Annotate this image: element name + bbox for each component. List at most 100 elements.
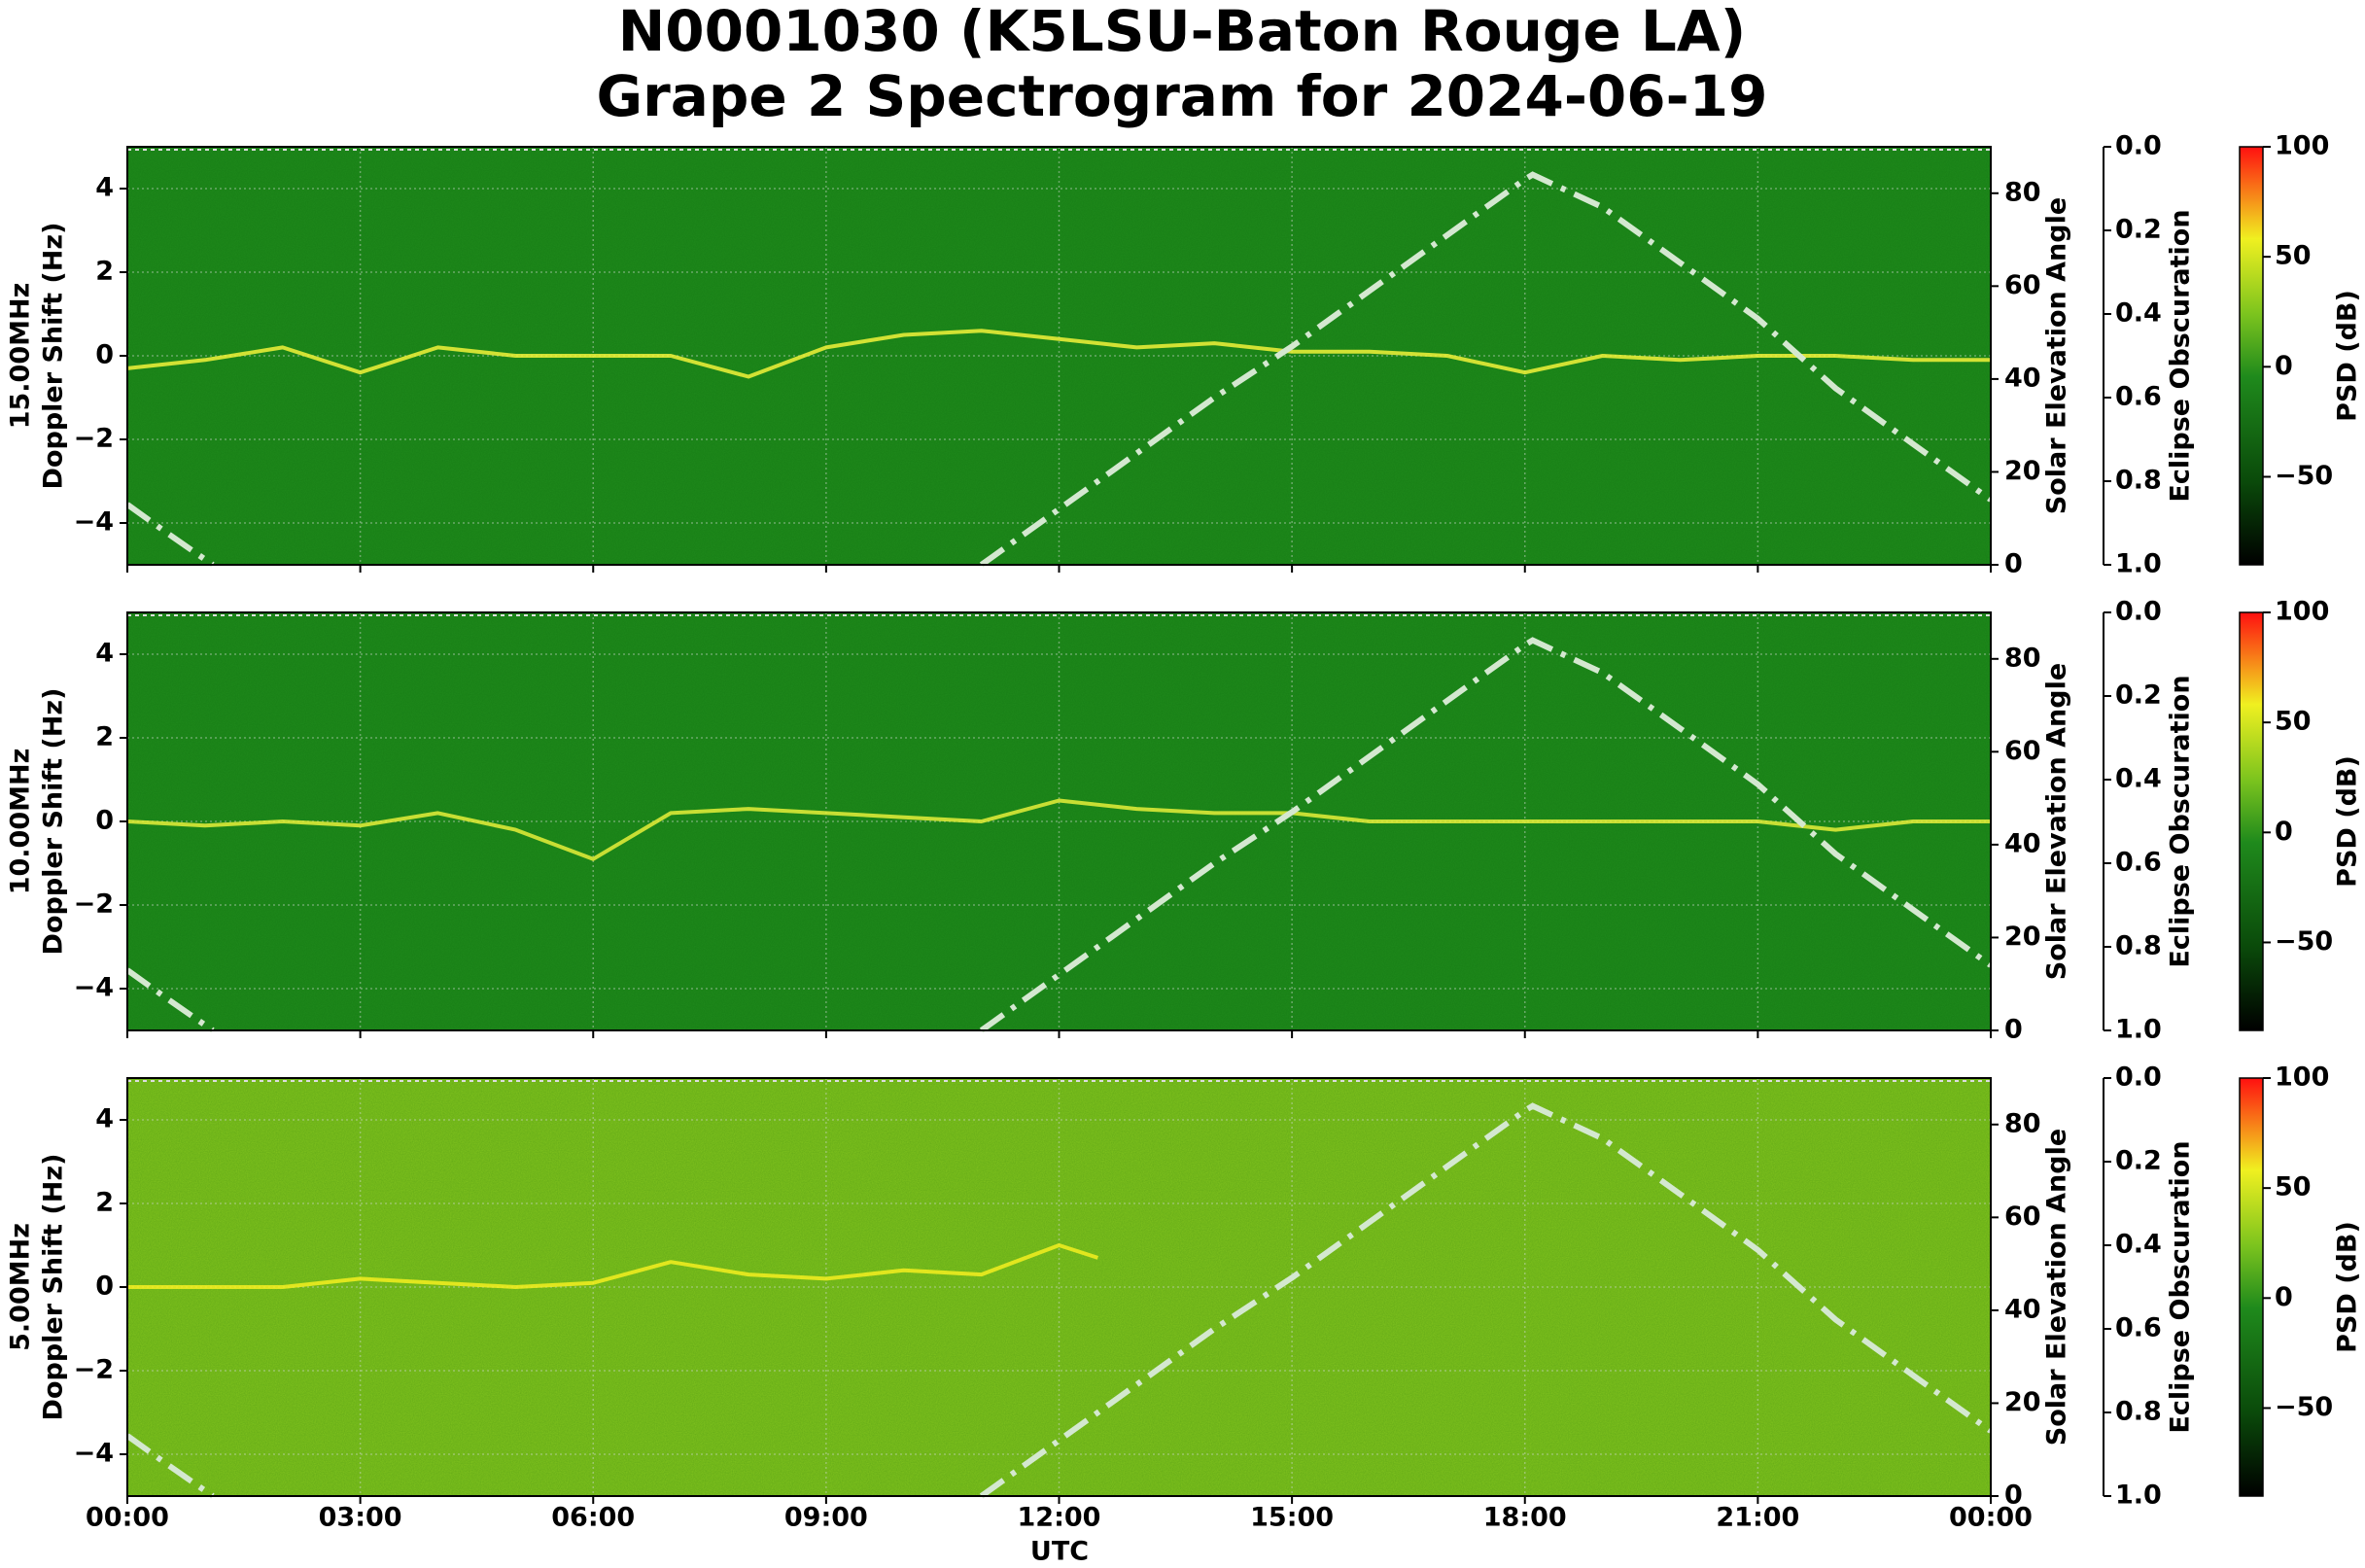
solar-elevation-line (125, 637, 1993, 1033)
y-tick-label: 4 (95, 639, 114, 669)
y-tick-label: 2 (95, 257, 114, 287)
y-axis-label: 10.00MHz (6, 749, 36, 895)
obscuration-tick-label: 0.2 (2115, 680, 2162, 711)
colorbar-tick-label: 100 (2275, 597, 2329, 627)
title-line: N0001030 (K5LSU-Baton Rouge LA) (618, 0, 1747, 64)
plot-frame (126, 146, 1992, 566)
obscuration-label: Eclipse Obscuration (2166, 209, 2196, 502)
x-axis-label: UTC (1030, 1537, 1089, 1567)
y-tick-label: −2 (74, 424, 114, 454)
y-axis-label: Doppler Shift (Hz) (39, 223, 69, 490)
y-tick-label: 4 (95, 173, 114, 203)
obscuration-label: Eclipse Obscuration (2166, 1140, 2196, 1433)
colorbar-tick-label: 100 (2275, 131, 2329, 161)
x-tick-label: 18:00 (1483, 1503, 1567, 1533)
y-tick-label: −4 (74, 973, 114, 1003)
x-tick-label: 03:00 (319, 1503, 402, 1533)
y-tick-label: 4 (95, 1104, 114, 1134)
obscuration-tick-label: 0.2 (2115, 1146, 2162, 1176)
obscuration-tick-label: 0.2 (2115, 215, 2162, 245)
plot-frame (126, 611, 1992, 1031)
y2-tick-label: 60 (2004, 270, 2041, 300)
y2-tick-label: 80 (2004, 643, 2041, 673)
obscuration-tick-label: 0.4 (2115, 298, 2162, 329)
y2-tick-label: 40 (2004, 828, 2041, 858)
y2-tick-label: 60 (2004, 1202, 2041, 1232)
doppler-line (127, 1243, 1099, 1289)
y2-tick-label: 80 (2004, 177, 2041, 207)
solar-elevation-line (125, 171, 1993, 568)
y-tick-label: 0 (95, 806, 114, 836)
obscuration-tick-label: 0.0 (2115, 131, 2162, 161)
y2-tick-label: 40 (2004, 1294, 2041, 1324)
obscuration-tick-label: 0.8 (2115, 466, 2162, 496)
y2-axis-label: Solar Elevation Angle (2042, 197, 2072, 514)
obscuration-tick-label: 1.0 (2115, 549, 2162, 579)
y2-tick-label: 40 (2004, 363, 2041, 393)
x-tick-label: 00:00 (86, 1503, 169, 1533)
title-line: Grape 2 Spectrogram for 2024-06-19 (597, 63, 1768, 129)
spectrogram-noise (127, 1078, 1991, 1496)
colorbar-tick-label: 50 (2275, 1172, 2312, 1202)
y-axis-label: Doppler Shift (Hz) (39, 688, 69, 956)
colorbar-tick-label: 100 (2275, 1063, 2329, 1093)
colorbar (2239, 1077, 2264, 1497)
obscuration-tick-label: 1.0 (2115, 1015, 2162, 1045)
colorbar-tick-label: 50 (2275, 241, 2312, 271)
colorbar (2239, 611, 2264, 1031)
colorbar-tick-label: 50 (2275, 707, 2312, 737)
y2-tick-label: 80 (2004, 1108, 2041, 1138)
y2-tick-label: 0 (2004, 1481, 2023, 1511)
colorbar-tick-label: 0 (2275, 351, 2293, 381)
solar-elevation-line (125, 1102, 1993, 1499)
spectrogram-noise (127, 147, 1991, 565)
y2-tick-label: 0 (2004, 1015, 2023, 1045)
y-tick-label: 0 (95, 1272, 114, 1302)
y-tick-label: −4 (74, 507, 114, 538)
obscuration-tick-label: 0.8 (2115, 1397, 2162, 1427)
y-axis-label: Doppler Shift (Hz) (39, 1154, 69, 1421)
x-tick-label: 00:00 (1949, 1503, 2033, 1533)
y2-tick-label: 20 (2004, 922, 2041, 952)
obscuration-tick-label: 0.8 (2115, 931, 2162, 961)
x-tick-label: 09:00 (784, 1503, 868, 1533)
y-tick-label: −4 (74, 1439, 114, 1469)
plot-frame (126, 1077, 1992, 1497)
y-tick-label: −2 (74, 1355, 114, 1385)
y2-tick-label: 20 (2004, 456, 2041, 486)
y-axis-label: 15.00MHz (6, 283, 36, 430)
obscuration-tick-label: 0.6 (2115, 1313, 2162, 1343)
colorbar-tick-label: 0 (2275, 1282, 2293, 1312)
x-tick-label: 21:00 (1716, 1503, 1799, 1533)
obscuration-tick-label: 0.6 (2115, 848, 2162, 878)
y2-tick-label: 0 (2004, 549, 2023, 579)
y2-tick-label: 60 (2004, 736, 2041, 766)
obscuration-tick-label: 1.0 (2115, 1481, 2162, 1511)
y-tick-label: 2 (95, 1188, 114, 1218)
y-tick-label: 2 (95, 722, 114, 752)
obscuration-tick-label: 0.0 (2115, 597, 2162, 627)
colorbar-tick-label: −50 (2275, 1392, 2333, 1422)
colorbar-tick-label: −50 (2275, 926, 2333, 957)
colorbar-tick-label: 0 (2275, 817, 2293, 847)
x-tick-label: 12:00 (1018, 1503, 1101, 1533)
obscuration-tick-label: 0.6 (2115, 382, 2162, 412)
y2-tick-label: 20 (2004, 1387, 2041, 1417)
y-tick-label: 0 (95, 340, 114, 370)
obscuration-tick-label: 0.4 (2115, 1230, 2162, 1260)
colorbar-label: PSD (dB) (2333, 755, 2363, 888)
doppler-line (126, 798, 1991, 861)
colorbar-label: PSD (dB) (2333, 290, 2363, 422)
y2-axis-label: Solar Elevation Angle (2042, 663, 2072, 980)
y-axis-label: 5.00MHz (6, 1223, 36, 1351)
colorbar (2239, 146, 2264, 566)
y2-axis-label: Solar Elevation Angle (2042, 1129, 2072, 1446)
x-tick-label: 06:00 (551, 1503, 635, 1533)
colorbar-label: PSD (dB) (2333, 1221, 2363, 1353)
obscuration-tick-label: 0.0 (2115, 1063, 2162, 1093)
x-tick-label: 15:00 (1250, 1503, 1334, 1533)
obscuration-tick-label: 0.4 (2115, 764, 2162, 794)
y-tick-label: −2 (74, 889, 114, 920)
obscuration-label: Eclipse Obscuration (2166, 675, 2196, 967)
